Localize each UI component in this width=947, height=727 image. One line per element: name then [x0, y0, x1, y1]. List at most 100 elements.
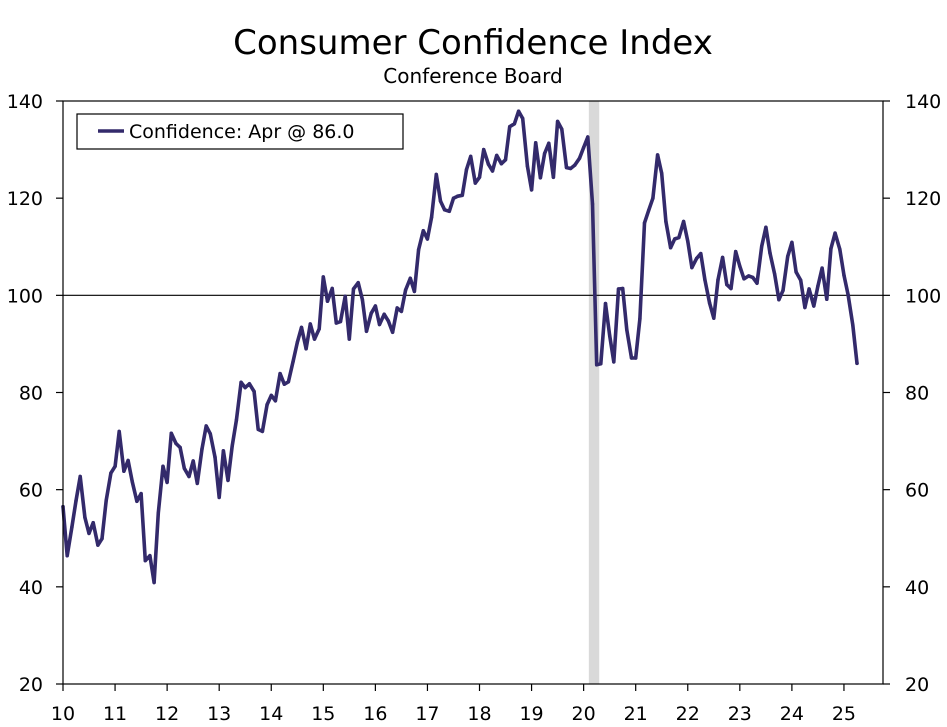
data-point: [716, 278, 720, 282]
y-tick-label-right: 40: [905, 577, 929, 599]
data-point: [838, 247, 842, 251]
chart-subtitle: Conference Board: [383, 64, 562, 88]
data-point: [360, 298, 365, 302]
data-point: [269, 393, 273, 398]
data-point: [364, 329, 369, 333]
data-point: [91, 521, 95, 525]
data-point: [469, 154, 473, 159]
data-point: [529, 188, 534, 192]
data-point: [78, 474, 82, 479]
data-point: [751, 275, 755, 280]
data-point: [534, 141, 538, 145]
data-point: [213, 455, 217, 459]
data-point: [451, 196, 456, 200]
y-tick-label-right: 100: [905, 285, 941, 307]
data-point: [829, 247, 833, 251]
data-point: [143, 558, 147, 563]
legend-label: Confidence: Apr @ 86.0: [129, 121, 355, 143]
data-point: [768, 251, 772, 255]
data-point: [629, 356, 634, 360]
data-point: [720, 255, 725, 260]
data-point: [208, 432, 212, 436]
data-point: [299, 325, 304, 330]
data-point: [460, 193, 464, 197]
y-tick-label-left: 20: [19, 674, 43, 696]
data-point: [356, 281, 360, 285]
data-point: [96, 543, 100, 547]
data-point: [304, 347, 308, 351]
data-point: [707, 301, 712, 305]
series-line-confidence: [61, 109, 859, 585]
y-tick-label-right: 140: [905, 91, 941, 113]
data-point: [803, 305, 807, 310]
y-axis-right: 140 120 100 80 60 40 20: [883, 91, 941, 696]
x-tick-label: 10: [51, 703, 75, 725]
data-point: [625, 328, 629, 332]
data-point: [330, 286, 334, 291]
data-point: [668, 246, 673, 250]
data-point: [165, 480, 169, 485]
legend: Confidence: Apr @ 86.0: [76, 113, 404, 150]
data-point: [477, 175, 482, 179]
data-point: [178, 445, 182, 450]
data-point: [126, 458, 130, 463]
data-point: [642, 221, 647, 225]
data-point: [256, 427, 260, 432]
data-point: [521, 116, 525, 121]
data-point: [577, 156, 582, 160]
data-point: [586, 135, 590, 139]
data-point: [338, 319, 343, 324]
data-point: [499, 162, 504, 166]
x-tick-label: 16: [363, 703, 387, 725]
data-point: [243, 385, 247, 390]
data-point: [429, 215, 434, 219]
x-tick-label: 23: [728, 703, 752, 725]
data-point: [855, 361, 859, 365]
data-point: [308, 322, 312, 326]
plot-frame: [62, 100, 884, 685]
data-point: [699, 251, 703, 256]
data-point: [377, 322, 382, 327]
data-point: [74, 499, 78, 503]
x-tick-label: 15: [311, 703, 335, 725]
x-tick-label: 18: [467, 703, 491, 725]
data-point: [482, 147, 486, 152]
data-point: [747, 274, 751, 278]
data-point: [833, 231, 837, 235]
data-point: [655, 153, 660, 157]
data-point: [347, 337, 351, 341]
data-point: [455, 194, 460, 198]
y-tick-label-right: 80: [905, 383, 929, 405]
data-point: [503, 158, 508, 162]
data-point: [742, 277, 746, 281]
y-tick-label-right: 120: [905, 188, 941, 210]
data-point: [781, 288, 785, 293]
data-point: [608, 334, 612, 338]
y-tick-label-left: 80: [19, 383, 43, 405]
data-point: [399, 309, 404, 314]
data-point: [161, 464, 165, 468]
data-point: [260, 429, 265, 434]
data-point: [786, 254, 790, 259]
data-point: [334, 321, 338, 325]
data-point: [464, 167, 469, 172]
data-point: [416, 248, 421, 252]
data-point: [516, 109, 521, 113]
data-point: [764, 225, 768, 229]
data-point: [247, 382, 252, 386]
data-point: [686, 239, 690, 244]
data-point: [621, 286, 625, 291]
data-point: [777, 298, 781, 302]
data-point: [755, 281, 759, 285]
x-tick-label: 19: [519, 703, 543, 725]
data-point: [169, 431, 173, 435]
data-point: [664, 219, 668, 224]
x-tick-label: 11: [103, 703, 127, 725]
data-point: [382, 312, 386, 316]
data-point: [712, 316, 716, 320]
data-point: [317, 327, 321, 331]
data-point: [634, 356, 638, 360]
data-point: [616, 287, 621, 291]
data-point: [70, 525, 74, 529]
data-point: [547, 141, 551, 145]
